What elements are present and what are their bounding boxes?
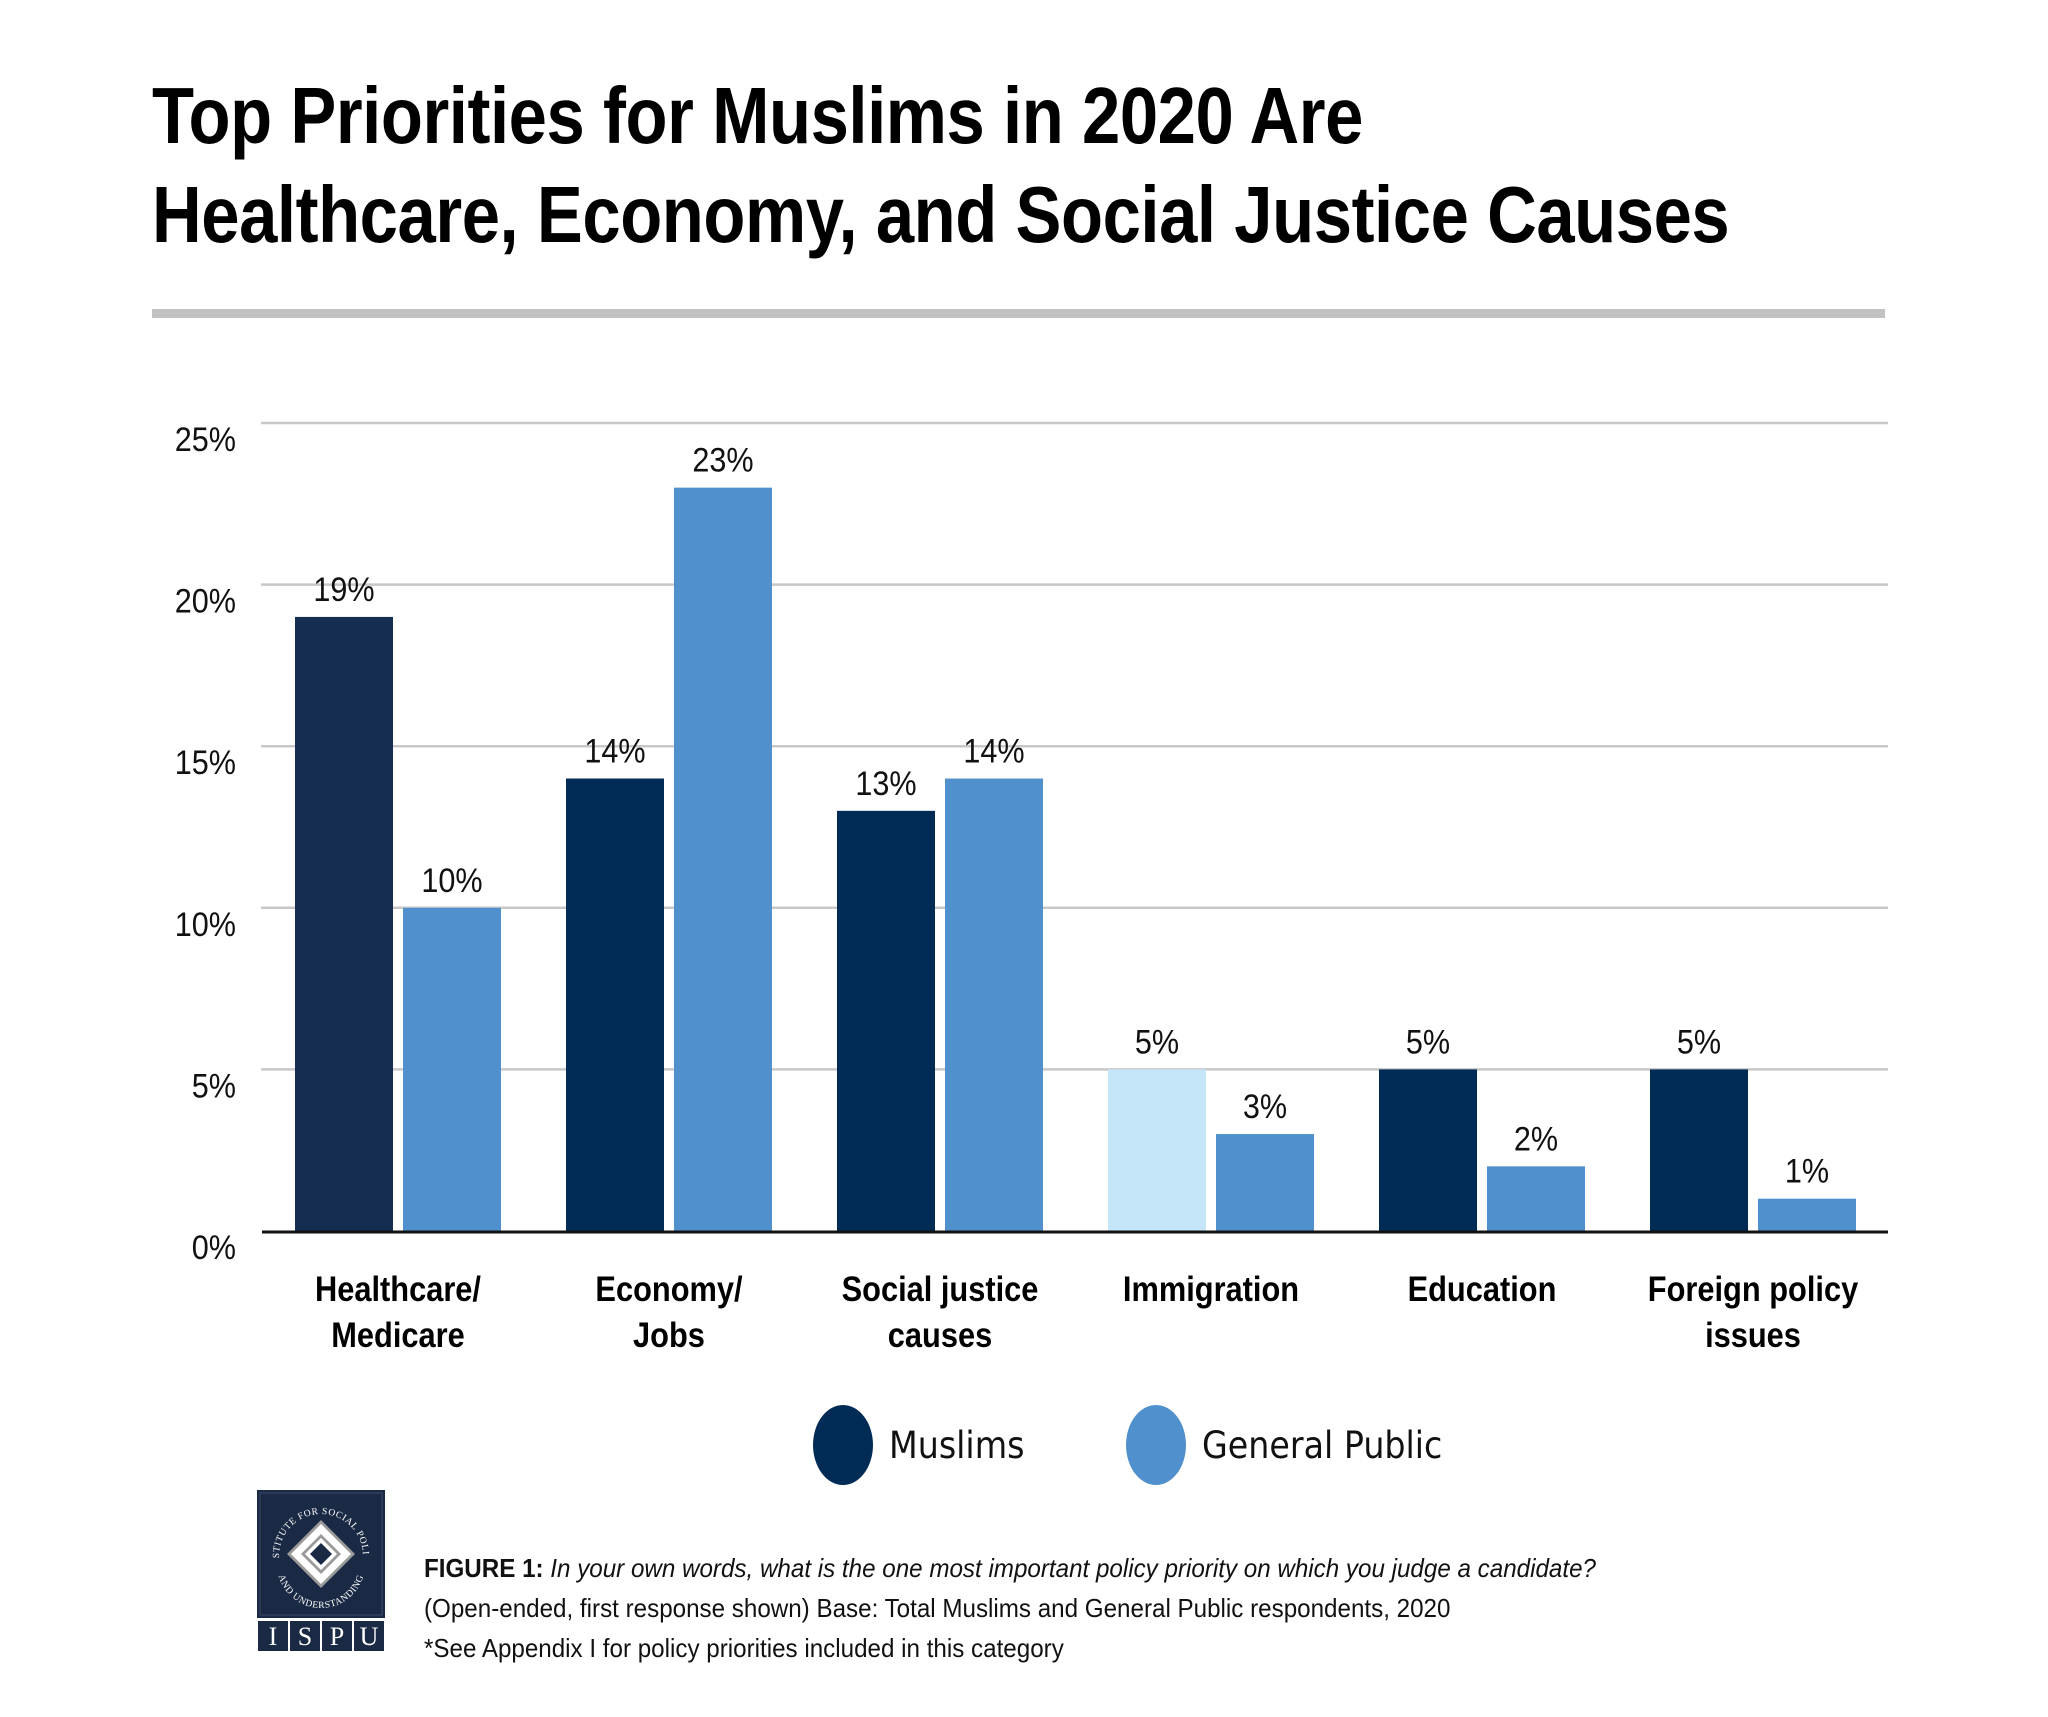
survey-question: In your own words, what is the one most … [550,1553,1596,1583]
legend-swatch-muslims [813,1405,873,1485]
category-label-1-line-1: Jobs [633,1315,705,1354]
logo-letter-p: P [330,1622,344,1651]
bar-general-public-4 [1487,1166,1585,1231]
bars [295,487,1856,1231]
y-tick-label-5: 5% [192,1067,236,1105]
bar-muslims-0 [295,616,393,1231]
bar-chart: 0% 5% 10% 15% 20% 25% 19% 14% 13% 5% 5% 5% 10% 23% 14… [175,421,1888,1354]
value-label-general-public-1: 23% [692,441,753,479]
legend-swatch-general-public [1126,1405,1186,1485]
bar-muslims-3 [1108,1069,1206,1231]
y-axis-tick-labels: 0% 5% 10% 15% 20% 25% [175,421,236,1267]
value-label-muslims-1: 14% [584,732,645,770]
y-tick-label-20: 20% [175,582,236,620]
category-label-0-line-1: Medicare [331,1315,464,1354]
bar-general-public-3 [1216,1134,1314,1231]
caption-line-1: FIGURE 1: In your own words, what is the… [424,1548,1596,1588]
chart-title-line-1: Top Priorities for Muslims in 2020 Are [152,71,1363,160]
category-label-0-line-0: Healthcare/ [315,1269,481,1308]
category-label-1-line-0: Economy/ [595,1269,742,1308]
category-label-5-line-0: Foreign policy [1648,1269,1859,1308]
header-divider [152,309,1885,318]
category-label-4-line-0: Education [1408,1269,1557,1308]
category-label-5-line-1: issues [1705,1315,1801,1354]
chart-title-line-2: Healthcare, Economy, and Social Justice … [152,170,1730,259]
legend-label-general-public: General Public [1202,1423,1443,1467]
logo-letter-box-p [322,1621,352,1651]
category-label-2-line-0: Social justice [842,1269,1039,1308]
bar-general-public-0 [403,907,501,1231]
logo-letter-box-s [290,1621,320,1651]
value-label-general-public-4: 2% [1514,1120,1558,1158]
category-label-3-line-0: Immigration [1123,1269,1299,1308]
logo-letter-u: U [360,1622,379,1651]
legend-item-general-public: General Public [1126,1405,1469,1485]
legend-label-muslims: Muslims [889,1423,1025,1467]
ispu-logo: INSTITUTE FOR SOCIAL POLICY AND UNDERSTA… [257,1490,385,1651]
gridlines [261,421,1888,1071]
logo-letter-box-i [258,1621,288,1651]
logo-letter-box-u [354,1621,384,1651]
category-label-2-line-1: causes [888,1315,992,1354]
y-tick-label-15: 15% [175,744,236,782]
y-tick-label-10: 10% [175,905,236,943]
value-label-muslims-4: 5% [1406,1023,1450,1061]
logo-letter-s: S [298,1622,312,1651]
figure-caption: FIGURE 1: In your own words, what is the… [424,1548,1596,1668]
x-axis-category-labels: Healthcare/Medicare Economy/Jobs Social ju… [315,1269,1859,1354]
caption-line-3: *See Appendix I for policy priorities in… [424,1633,1064,1663]
bar-muslims-4 [1379,1069,1477,1231]
chart-title: Top Priorities for Muslims in 2020 Are H… [152,66,1730,264]
value-label-muslims-0: 19% [313,570,374,608]
bar-muslims-2 [837,810,935,1231]
figure-label: FIGURE 1: [424,1553,544,1583]
y-tick-label-0: 0% [192,1229,236,1267]
value-label-muslims-5: 5% [1677,1023,1721,1061]
bar-general-public-1 [674,487,772,1231]
value-label-muslims-2: 13% [855,764,916,802]
value-label-general-public-2: 14% [963,732,1024,770]
y-tick-label-25: 25% [175,421,236,459]
legend: Muslims General Public [0,1405,2048,1485]
logo-letter-i: I [269,1622,278,1651]
value-label-muslims-3: 5% [1135,1023,1179,1061]
legend-item-muslims: Muslims [813,1405,1040,1485]
bar-muslims-1 [566,778,664,1231]
logo-diamond-icon [287,1520,355,1588]
bar-general-public-2 [945,778,1043,1231]
caption-line-2: (Open-ended, first response shown) Base:… [424,1593,1451,1623]
bar-muslims-5 [1650,1069,1748,1231]
value-labels: 19% 14% 13% 5% 5% 5% 10% 23% 14% 3% 2% 1% [313,441,1829,1190]
value-label-general-public-5: 1% [1785,1152,1829,1190]
value-label-general-public-3: 3% [1243,1088,1287,1126]
value-label-general-public-0: 10% [421,861,482,899]
bar-general-public-5 [1758,1198,1856,1231]
